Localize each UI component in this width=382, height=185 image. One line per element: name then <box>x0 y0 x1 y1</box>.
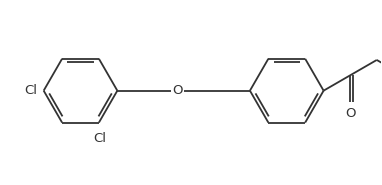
Text: O: O <box>345 107 355 120</box>
Text: Cl: Cl <box>94 132 107 145</box>
Text: O: O <box>172 84 183 97</box>
Text: Cl: Cl <box>24 84 37 97</box>
